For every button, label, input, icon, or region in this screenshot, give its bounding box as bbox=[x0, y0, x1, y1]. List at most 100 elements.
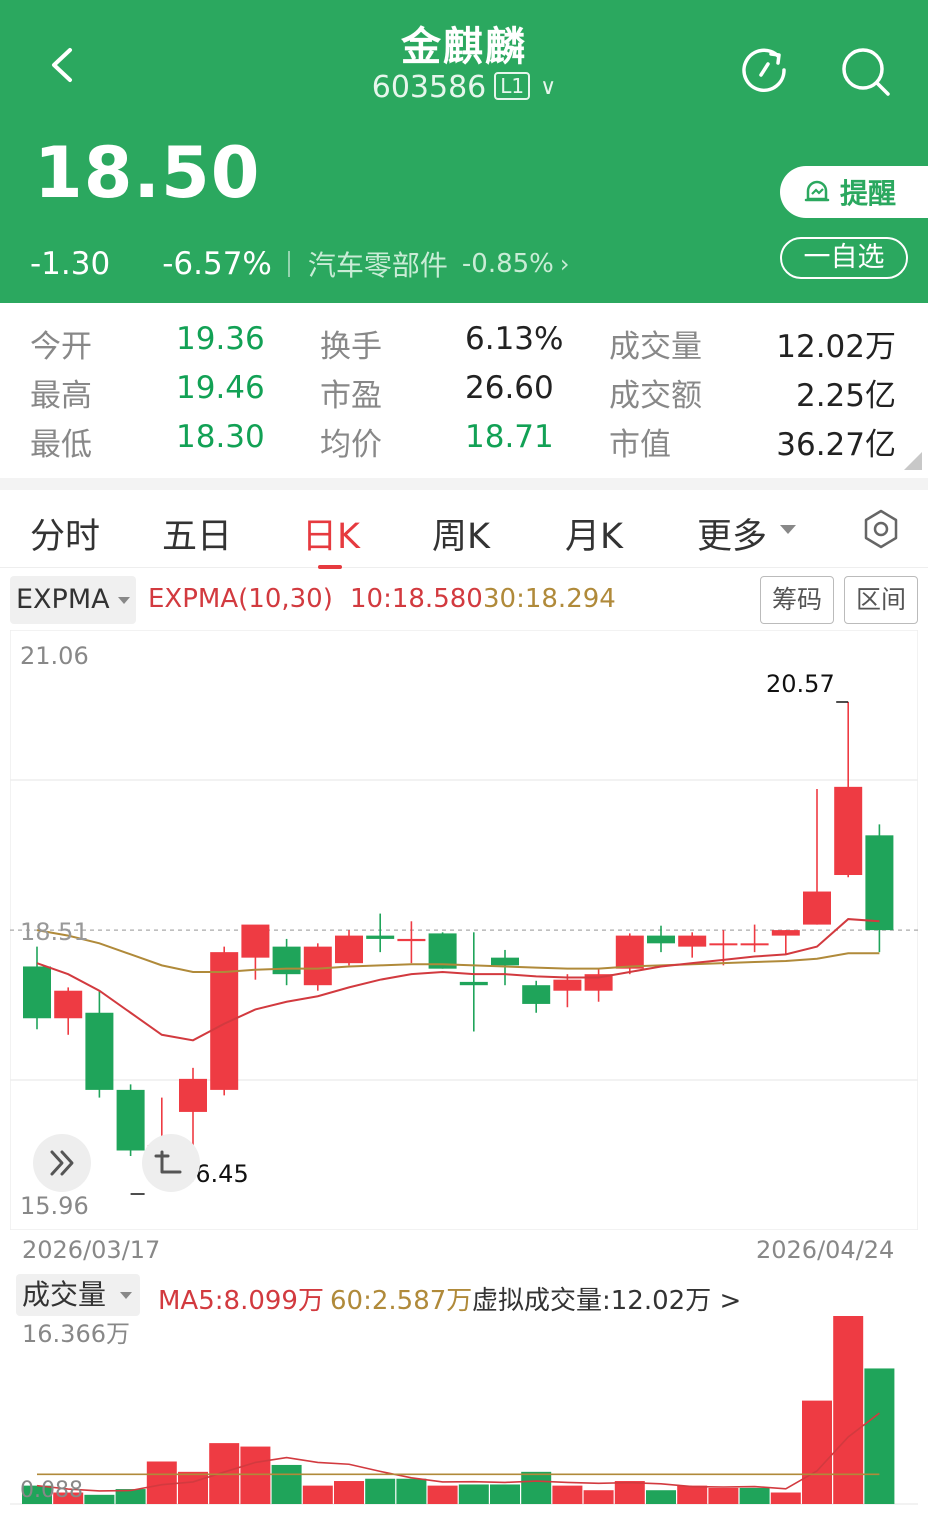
add-watchlist-button[interactable]: 一自选 bbox=[780, 237, 908, 279]
volume-bar bbox=[583, 1490, 614, 1504]
candle-body bbox=[771, 930, 800, 936]
candle-body bbox=[335, 935, 363, 964]
stat-value: 18.71 bbox=[465, 419, 554, 455]
candle-body bbox=[397, 938, 426, 942]
volume-bar bbox=[490, 1484, 520, 1504]
stat-label: 市盈 bbox=[320, 378, 382, 414]
stat-value: 26.60 bbox=[465, 370, 554, 406]
volume-bar bbox=[521, 1471, 552, 1504]
chip-distribution-button[interactable]: 筹码 bbox=[760, 576, 834, 624]
volume-bar bbox=[53, 1492, 84, 1504]
stat-label: 市值 bbox=[609, 427, 671, 463]
stat-value: 19.36 bbox=[176, 321, 265, 357]
candle-body bbox=[303, 946, 332, 986]
tab-more[interactable]: 更多 bbox=[697, 517, 768, 557]
candle-body bbox=[272, 946, 301, 975]
volume-bar bbox=[115, 1489, 146, 1504]
tab-monthly-k[interactable]: 月K bbox=[565, 517, 623, 557]
stat-label: 成交额 bbox=[609, 378, 702, 414]
candle-body bbox=[553, 979, 582, 991]
y-axis-min: 15.96 bbox=[20, 1192, 89, 1220]
volume-bar bbox=[271, 1464, 302, 1504]
settings-icon[interactable] bbox=[860, 508, 902, 550]
volume-ma5: MA5:8.099万 bbox=[158, 1286, 324, 1316]
volume-bar bbox=[802, 1400, 832, 1504]
chevron-down-icon: ∨ bbox=[540, 75, 557, 100]
volume-bar bbox=[22, 1485, 52, 1504]
sector-link[interactable]: 汽车零部件 bbox=[307, 249, 448, 282]
volume-bar bbox=[84, 1494, 115, 1504]
double-chevron-right-icon bbox=[50, 1150, 74, 1176]
stat-label: 最高 bbox=[30, 378, 92, 414]
volume-bar bbox=[739, 1487, 770, 1504]
caret-down-icon bbox=[120, 1292, 132, 1299]
level-badge: L1 bbox=[494, 72, 531, 100]
candle-body bbox=[428, 933, 457, 969]
candle-body bbox=[459, 981, 488, 986]
volume-bar bbox=[427, 1485, 458, 1504]
search-icon[interactable] bbox=[838, 44, 892, 98]
stock-header: 金麒麟 603586 L1 ∨ 18.50 -1.30 -6.57% 汽车零部件 -0.8… bbox=[0, 0, 928, 303]
candle-body bbox=[241, 924, 270, 958]
current-price: 18.50 bbox=[34, 132, 261, 214]
candle-body bbox=[678, 935, 707, 947]
candle-body bbox=[522, 985, 551, 1004]
tab-intraday[interactable]: 分时 bbox=[30, 517, 101, 557]
divider bbox=[287, 251, 290, 277]
volume-indicator-selector[interactable]: 成交量 bbox=[16, 1274, 140, 1316]
volume-selector-label: 成交量 bbox=[22, 1278, 107, 1311]
volume-chart[interactable] bbox=[10, 1300, 918, 1505]
stat-value: 19.46 bbox=[176, 370, 265, 406]
tab-five-day[interactable]: 五日 bbox=[162, 517, 233, 557]
caret-down-icon[interactable] bbox=[780, 525, 796, 534]
tab-daily-k[interactable]: 日K bbox=[302, 517, 360, 557]
stat-label: 今开 bbox=[30, 329, 92, 365]
stat-value: 18.30 bbox=[176, 419, 265, 455]
volume-bar bbox=[178, 1471, 208, 1504]
ema30-line bbox=[36, 929, 880, 973]
chevron-left-icon[interactable] bbox=[38, 40, 88, 90]
y-axis-max: 21.06 bbox=[20, 642, 89, 670]
candle-body bbox=[179, 1078, 207, 1112]
candle-body bbox=[865, 835, 894, 931]
range-stats-button[interactable]: 区间 bbox=[844, 576, 918, 624]
active-tab-indicator bbox=[318, 565, 342, 569]
alert-bell-icon bbox=[804, 180, 830, 202]
volume-bar bbox=[646, 1490, 676, 1504]
candle-body bbox=[834, 786, 863, 876]
stat-value: 2.25亿 bbox=[795, 378, 896, 414]
stat-label: 换手 bbox=[320, 329, 382, 365]
range-select-button[interactable] bbox=[142, 1134, 200, 1192]
volume-axis-min: 0.088 bbox=[20, 1478, 83, 1503]
volume-bar bbox=[677, 1485, 708, 1504]
y-axis-last-price: 18.51 bbox=[20, 918, 89, 946]
tab-weekly-k[interactable]: 周K bbox=[432, 517, 490, 557]
volume-bar bbox=[708, 1487, 739, 1504]
candle-body bbox=[54, 990, 83, 1019]
volume-bar bbox=[334, 1481, 364, 1504]
quote-stats: 今开 19.36 换手 6.13% 成交量 12.02万 最高 19.46 市盈… bbox=[0, 303, 928, 478]
chevron-right-icon[interactable]: › bbox=[559, 250, 570, 278]
volume-bar bbox=[396, 1478, 427, 1504]
expand-corner-icon[interactable] bbox=[904, 452, 922, 470]
x-axis-end-date: 2026/04/24 bbox=[756, 1236, 895, 1264]
virtual-volume-link[interactable]: 虚拟成交量:12.02万 > bbox=[472, 1286, 742, 1316]
refresh-icon[interactable] bbox=[738, 44, 790, 96]
candle-body bbox=[740, 943, 769, 946]
stock-code-row[interactable]: 603586 L1 ∨ bbox=[0, 70, 928, 105]
candlestick-chart[interactable] bbox=[10, 630, 918, 1230]
high-marker-label: 20.57 bbox=[766, 670, 835, 698]
chart-tabs: 分时 五日 日K 周K 月K 更多 bbox=[0, 490, 928, 568]
alert-button[interactable]: 提醒 bbox=[780, 166, 928, 218]
ema10-value: 10:18.580 bbox=[350, 584, 483, 614]
stat-value: 36.27亿 bbox=[776, 427, 896, 463]
range-bracket-icon bbox=[154, 1150, 182, 1174]
sector-change[interactable]: -0.85% bbox=[461, 249, 554, 279]
section-divider bbox=[0, 478, 928, 490]
fast-forward-button[interactable] bbox=[33, 1134, 91, 1192]
volume-bar bbox=[833, 1316, 864, 1504]
change-row: -1.30 -6.57% 汽车零部件 -0.85% › bbox=[30, 244, 570, 284]
indicator-selector[interactable]: EXPMA bbox=[10, 576, 136, 624]
price-change-pct: -6.57% bbox=[162, 246, 272, 282]
